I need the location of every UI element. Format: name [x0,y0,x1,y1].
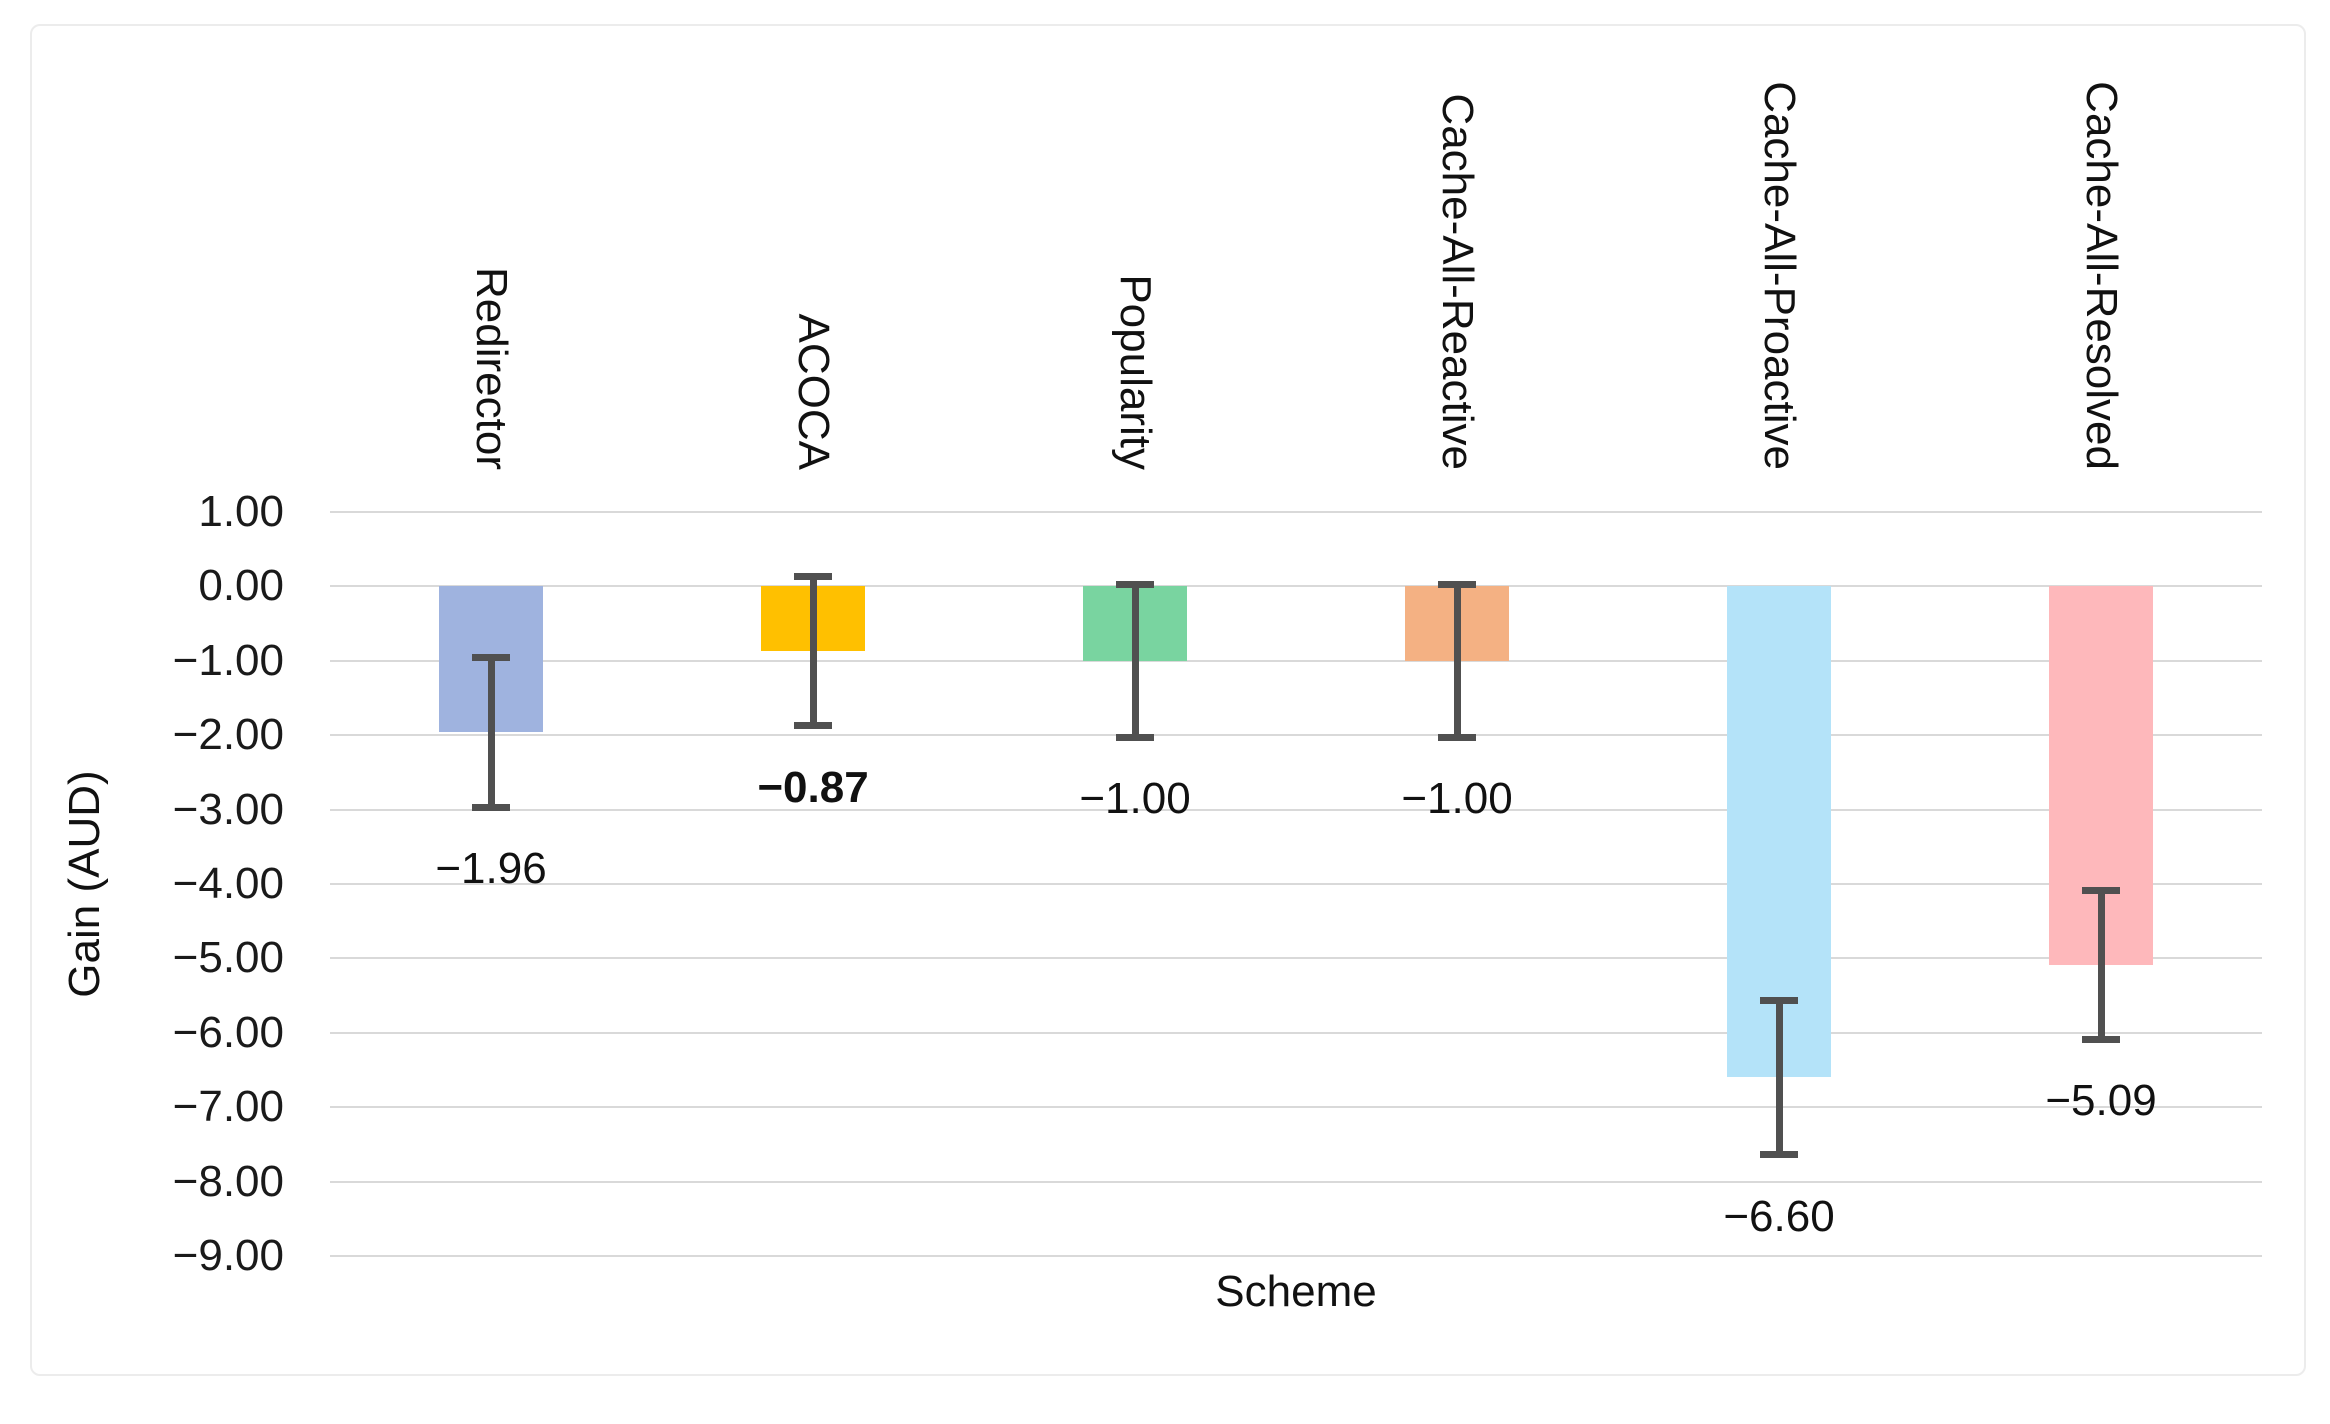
y-tick-label: −5.00 [172,933,284,983]
error-bar-cap [472,803,510,811]
category-label: ACOCA [789,313,838,470]
error-bar-cap [1438,733,1476,741]
chart-border [30,24,2306,1376]
error-bar [1131,584,1139,738]
y-tick-label: −8.00 [172,1156,284,1206]
error-bar-cap [1116,733,1154,741]
y-tick-label: −1.00 [172,635,284,685]
gridline [330,511,2262,513]
y-tick-label: 0.00 [198,561,284,611]
gridline [330,1180,2262,1183]
data-label: −6.60 [1723,1191,1835,1241]
x-axis-title: Scheme [1215,1267,1377,1316]
data-label: −1.96 [435,844,547,894]
data-label: −1.00 [1079,774,1191,824]
gridline [330,1106,2262,1109]
error-bar [809,576,817,726]
gridline [330,659,2262,662]
y-tick-label: −9.00 [172,1231,284,1280]
data-label: −0.87 [757,762,869,812]
gridline [330,585,2262,588]
data-label: −5.09 [2045,1076,2157,1126]
y-tick-label: 1.00 [198,487,284,536]
category-label: Cache-All-Proactive [1755,81,1804,470]
error-bar-cap [1438,580,1476,588]
y-tick-label: −2.00 [172,710,284,760]
gridline [330,808,2262,811]
y-tick-label: −6.00 [172,1007,284,1057]
error-bar-cap [2082,887,2120,895]
gridline [330,1255,2262,1257]
error-bar [487,657,495,808]
error-bar-cap [1760,996,1798,1004]
error-bar-cap [2082,1035,2120,1043]
error-bar [2097,890,2105,1040]
error-bar-cap [794,722,832,730]
bar [1727,586,1831,1078]
gridline [330,1031,2262,1034]
gridline [330,734,2262,737]
error-bar-cap [1760,1151,1798,1159]
category-label: Cache-All-Resolved [2077,81,2126,470]
category-label: Popularity [1111,274,1160,470]
y-tick-label: −7.00 [172,1082,284,1132]
gridline [330,883,2262,885]
error-bar [1453,584,1461,738]
error-bar-cap [1116,580,1154,588]
y-tick-label: −3.00 [172,784,284,834]
category-label: Redirector [467,267,516,470]
y-axis-title: Gain (AUD) [60,770,109,998]
category-label: Cache-All-Reactive [1433,93,1482,470]
gridline [330,957,2262,960]
error-bar [1775,1000,1783,1155]
error-bar-cap [472,653,510,661]
data-label: −1.00 [1401,774,1513,824]
error-bar-cap [794,573,832,581]
y-tick-label: −4.00 [172,859,284,908]
